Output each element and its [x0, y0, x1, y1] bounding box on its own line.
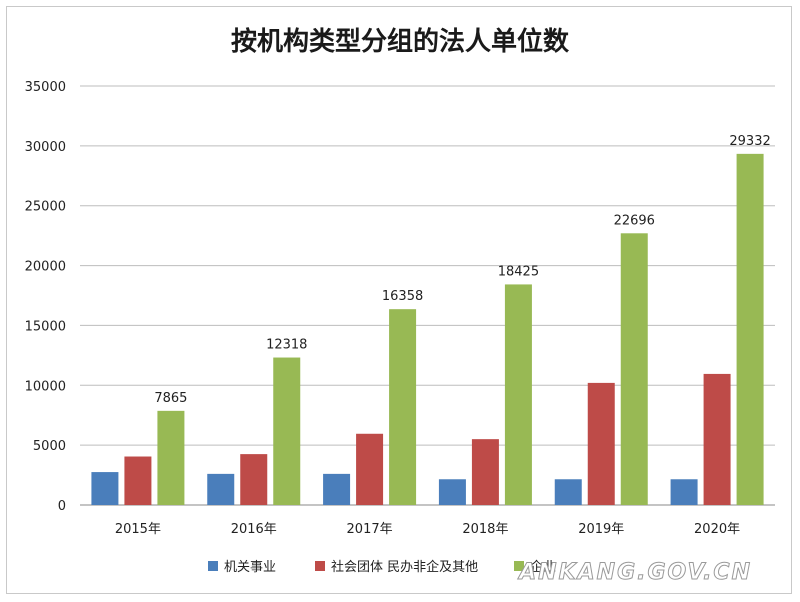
x-tick-label: 2016年 — [231, 522, 277, 537]
x-tick-label: 2017年 — [347, 522, 393, 537]
bars: 7865 12318 16358 18425 22696 29332 — [91, 134, 771, 506]
y-tick-label: 25000 — [25, 200, 66, 215]
bar-2-6 — [703, 373, 731, 505]
bar-1-5 — [554, 479, 582, 505]
bar-2-3 — [356, 433, 384, 505]
y-tick-label: 35000 — [25, 80, 66, 95]
data-label: 22696 — [614, 213, 655, 228]
gridlines — [80, 85, 775, 506]
bar-1-4 — [438, 479, 466, 505]
data-label: 7865 — [154, 391, 187, 406]
bar-2-1 — [124, 456, 152, 505]
x-tick-label: 2020年 — [694, 522, 740, 537]
bar-3-6 — [736, 153, 764, 505]
bar-3-2 — [273, 357, 301, 505]
x-tick-label: 2015年 — [115, 522, 161, 537]
bar-3-1 — [157, 410, 185, 505]
legend-swatch — [514, 561, 524, 571]
bar-1-2 — [207, 473, 235, 505]
legend-label: 机关事业 — [224, 560, 276, 575]
bar-2-5 — [587, 382, 615, 505]
bar-1-1 — [91, 472, 119, 505]
bar-3-3 — [389, 309, 417, 505]
data-label: 18425 — [498, 264, 539, 279]
y-tick-label: 0 — [58, 499, 66, 514]
legend-label: 企业 — [530, 559, 556, 575]
bar-3-4 — [504, 284, 532, 505]
x-axis: 2015年 2016年 2017年 2018年 2019年 2020年 — [115, 522, 740, 537]
bar-1-6 — [670, 479, 698, 505]
data-label: 29332 — [729, 134, 770, 149]
bar-2-2 — [240, 454, 268, 505]
x-tick-label: 2019年 — [578, 522, 624, 537]
bar-1-3 — [323, 473, 351, 505]
x-tick-label: 2018年 — [462, 522, 508, 537]
data-label: 12318 — [266, 338, 307, 353]
legend-swatch — [315, 561, 325, 571]
legend-swatch — [208, 561, 218, 571]
y-tick-label: 20000 — [25, 260, 66, 275]
data-label: 16358 — [382, 289, 423, 304]
chart-title: 按机构类型分组的法人单位数 — [231, 26, 570, 57]
y-axis: 0 5000 10000 15000 20000 25000 30000 35000 — [25, 80, 66, 514]
y-tick-label: 5000 — [33, 439, 66, 454]
y-tick-label: 10000 — [25, 379, 66, 394]
bar-2-4 — [471, 439, 499, 505]
y-tick-label: 15000 — [25, 319, 66, 334]
legend-label: 社会团体 民办非企及其他 — [331, 559, 478, 575]
bar-3-5 — [620, 233, 648, 506]
legend: 机关事业 社会团体 民办非企及其他 企业 — [208, 559, 556, 575]
y-tick-label: 30000 — [25, 140, 66, 155]
watermark-text: ANKANG.GOV.CN — [517, 560, 752, 585]
